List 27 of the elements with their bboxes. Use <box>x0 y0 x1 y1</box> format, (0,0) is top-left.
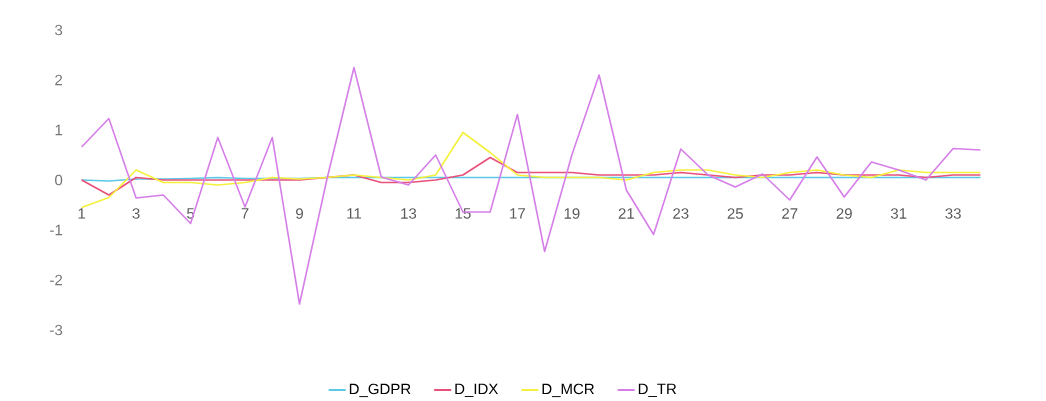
x-tick-label: 19 <box>564 208 580 219</box>
y-tick-label: 0 <box>55 174 63 186</box>
y-tick-label: 3 <box>55 24 63 36</box>
legend-label: D_TR <box>638 383 677 398</box>
x-tick-label: 21 <box>618 208 634 219</box>
x-tick-label: 13 <box>401 208 417 219</box>
x-tick-label: 7 <box>241 208 249 219</box>
x-tick-label: 31 <box>890 208 907 219</box>
x-tick-label: 11 <box>347 208 362 219</box>
y-tick-label: 1 <box>55 124 63 136</box>
legend-label: D_MCR <box>542 383 594 398</box>
y-tick-label: -1 <box>50 224 63 236</box>
x-tick-label: 9 <box>296 208 303 219</box>
legend-label: D_IDX <box>455 383 499 398</box>
x-tick-label: 23 <box>673 208 689 219</box>
line-series <box>80 66 982 305</box>
y-tick-label: 2 <box>55 74 63 86</box>
legend-label: D_GDPR <box>349 383 411 398</box>
x-tick-label: 25 <box>727 208 743 219</box>
x-tick-label: 33 <box>945 208 961 219</box>
x-tick-label: 1 <box>78 208 86 219</box>
x-tick-label: 29 <box>836 208 852 219</box>
x-tick-label: 27 <box>782 208 798 219</box>
y-tick-label: -3 <box>50 324 63 336</box>
x-tick-label: 3 <box>132 208 140 219</box>
y-tick-label: -2 <box>50 274 63 286</box>
x-tick-label: 17 <box>510 208 525 219</box>
